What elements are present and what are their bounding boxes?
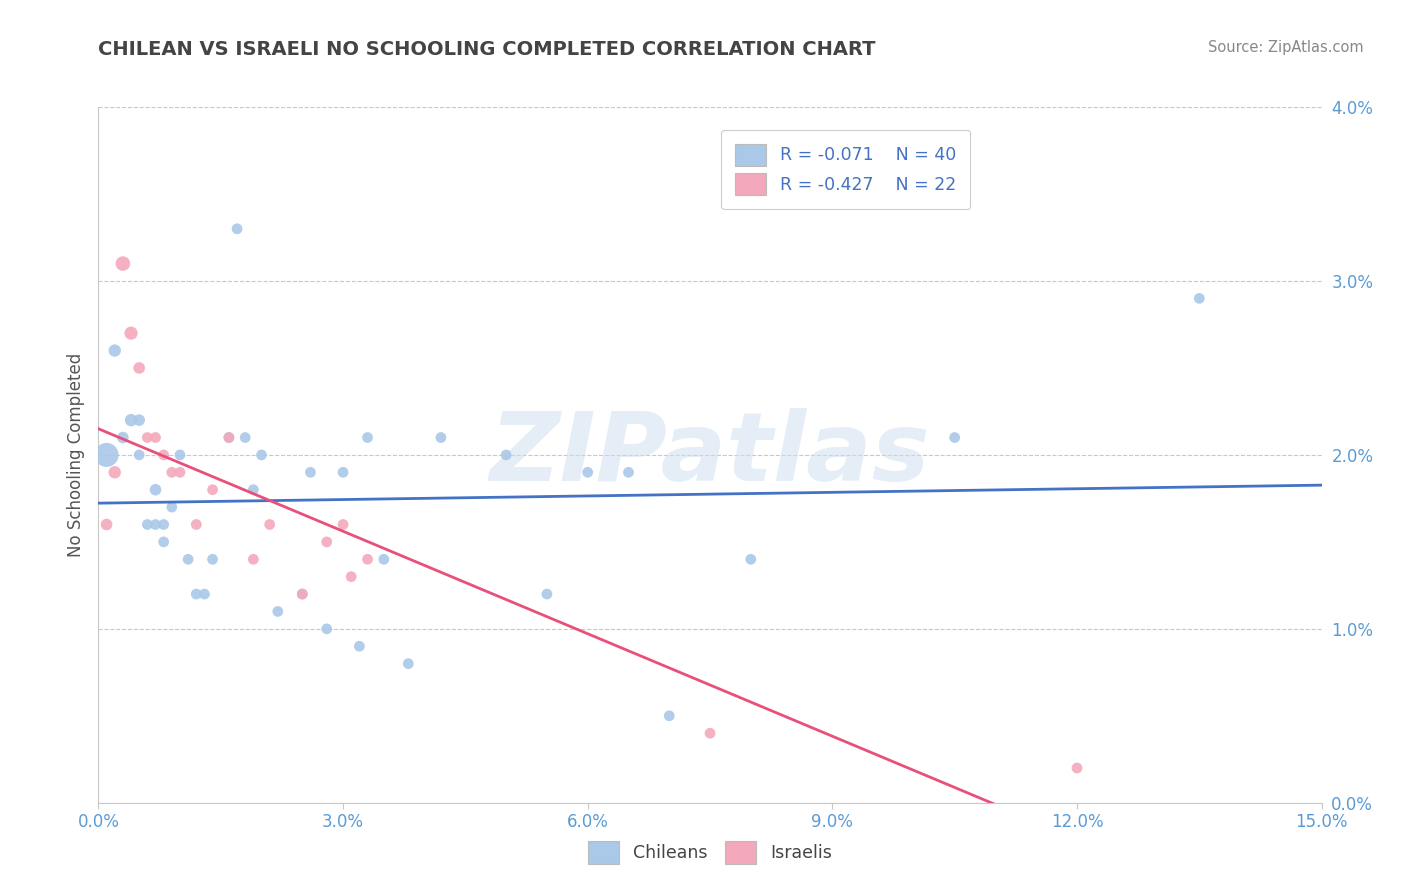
Point (128, 413, 150, 427)
Text: CHILEAN VS ISRAELI NO SCHOOLING COMPLETED CORRELATION CHART: CHILEAN VS ISRAELI NO SCHOOLING COMPLETE… (98, 40, 876, 59)
Point (177, 552, 200, 566)
Point (145, 431, 167, 445)
Point (160, 466, 183, 480)
Point (186, 517, 208, 532)
Point (152, 517, 174, 532)
Point (96, 448, 118, 462)
Point (340, 570, 363, 584)
Point (315, 535, 337, 549)
Point (218, 431, 240, 445)
Point (396, 657, 419, 671)
Point (145, 483, 167, 497)
Point (699, 726, 721, 740)
Text: ZIPatlas: ZIPatlas (489, 409, 931, 501)
Point (356, 431, 378, 445)
Point (111, 431, 134, 445)
Point (111, 257, 134, 271)
Point (250, 448, 273, 462)
Point (120, 326, 142, 341)
Point (145, 517, 167, 532)
Point (536, 587, 558, 601)
Point (169, 466, 191, 480)
Point (233, 431, 256, 445)
Y-axis label: No Schooling Completed: No Schooling Completed (66, 353, 84, 557)
Point (136, 431, 159, 445)
Point (186, 587, 208, 601)
Point (104, 466, 127, 480)
Point (152, 448, 174, 462)
Point (169, 448, 191, 462)
Point (356, 552, 378, 566)
Point (332, 517, 354, 532)
Point (291, 587, 314, 601)
Point (617, 466, 640, 480)
Point (332, 466, 354, 480)
Point (218, 431, 240, 445)
Point (193, 587, 215, 601)
Point (128, 360, 150, 375)
Legend: Chileans, Israelis: Chileans, Israelis (574, 828, 846, 878)
Point (152, 535, 174, 549)
Point (943, 431, 966, 445)
Point (299, 466, 322, 480)
Point (104, 343, 127, 358)
Point (349, 639, 371, 653)
Point (291, 587, 314, 601)
Point (430, 431, 453, 445)
Point (267, 605, 290, 619)
Point (315, 622, 337, 636)
Point (259, 517, 281, 532)
Point (242, 483, 264, 497)
Point (373, 552, 395, 566)
Point (576, 466, 599, 480)
Point (1066, 761, 1088, 775)
Point (160, 500, 183, 514)
Point (495, 448, 517, 462)
Point (242, 552, 264, 566)
Point (201, 552, 224, 566)
Point (136, 517, 159, 532)
Point (128, 448, 150, 462)
Point (226, 221, 249, 235)
Point (740, 552, 762, 566)
Point (1188, 291, 1211, 305)
Point (96, 517, 118, 532)
Point (201, 483, 224, 497)
Text: Source: ZipAtlas.com: Source: ZipAtlas.com (1208, 40, 1364, 55)
Point (658, 708, 681, 723)
Point (120, 413, 142, 427)
